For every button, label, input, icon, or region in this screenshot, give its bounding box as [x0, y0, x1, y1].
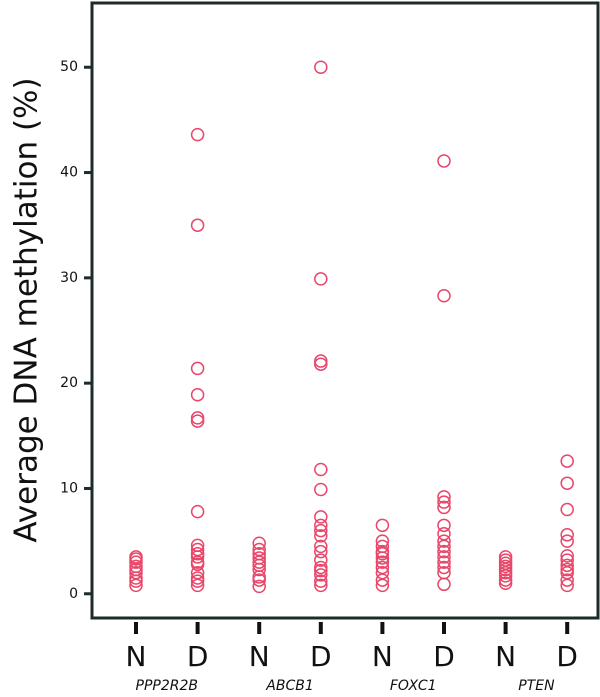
data-point [314, 574, 328, 588]
group-label: ABCB1 [265, 678, 313, 694]
data-point [560, 558, 574, 573]
data-point [498, 576, 513, 590]
data-point [498, 565, 513, 580]
data-point [314, 563, 328, 578]
data-point [314, 523, 328, 538]
data-point [437, 577, 451, 592]
data-point [560, 502, 574, 517]
data-point [252, 562, 266, 577]
data-point [498, 573, 513, 587]
y-tick-label: 10 [60, 480, 78, 496]
x-tick-label: D [433, 640, 455, 673]
data-point [190, 411, 205, 425]
data-point [190, 504, 205, 519]
x-tick-label: D [310, 640, 332, 673]
x-tick-label: D [187, 640, 209, 673]
data-point [314, 60, 328, 74]
x-tick-label: N [126, 640, 147, 673]
data-point [375, 578, 390, 593]
data-point [252, 536, 266, 550]
y-tick-label: 20 [60, 375, 78, 391]
data-point [560, 534, 574, 548]
data-point [437, 539, 451, 554]
y-tick-label: 0 [69, 586, 78, 602]
data-point [314, 539, 328, 554]
data-point [498, 569, 513, 583]
data-point [190, 574, 205, 588]
data-point [314, 560, 328, 575]
data-point [190, 547, 205, 561]
data-point [314, 462, 328, 477]
data-point [190, 578, 205, 593]
data-point [314, 544, 328, 559]
data-point [437, 490, 451, 504]
x-tick-label: N [249, 640, 270, 673]
data-point [252, 573, 266, 587]
data-point [190, 387, 205, 402]
data-point [190, 414, 205, 428]
data-point [129, 565, 143, 580]
data-point [375, 518, 390, 533]
data-point [437, 518, 451, 533]
data-point [314, 357, 328, 371]
data-point [437, 289, 451, 303]
data-point [314, 578, 328, 593]
data-point [437, 534, 451, 548]
data-point [437, 560, 451, 575]
plot-frame [90, 1, 600, 620]
data-point [560, 549, 574, 563]
x-tick-label: D [556, 640, 578, 673]
y-axis-label: Average DNA methylation (%) [9, 77, 45, 542]
group-label: FOXC1 [390, 678, 437, 694]
data-point [314, 510, 328, 524]
data-point [560, 562, 574, 577]
data-point [190, 361, 205, 376]
y-tick-label: 30 [60, 270, 78, 286]
y-tick-label: 40 [60, 165, 78, 181]
data-point [437, 550, 451, 564]
data-point [560, 454, 574, 468]
data-point [560, 578, 574, 593]
data-point [190, 218, 205, 232]
x-tick-label: N [372, 640, 393, 673]
data-point [129, 550, 143, 564]
data-point [437, 544, 451, 559]
data-point [437, 154, 451, 168]
data-point [190, 557, 205, 572]
data-point [560, 528, 574, 542]
data-point [314, 568, 328, 582]
data-point [314, 529, 328, 543]
data-point [560, 476, 574, 490]
data-point [314, 272, 328, 286]
data-point [252, 555, 266, 569]
y-tick-label: 50 [60, 59, 78, 75]
x-tick-label: N [495, 640, 516, 673]
data-point [190, 127, 205, 142]
data-point [314, 553, 328, 567]
data-point [437, 495, 451, 509]
data-point [437, 500, 451, 515]
data-point [375, 573, 390, 587]
data-point [252, 570, 266, 584]
data-point [129, 559, 143, 574]
data-point [375, 555, 390, 569]
data-point [498, 559, 513, 574]
data-point [252, 579, 266, 594]
data-point [560, 573, 574, 587]
data-point [190, 550, 205, 564]
data-point [437, 555, 451, 569]
data-point [129, 555, 143, 569]
data-point [498, 562, 513, 577]
group-label: PPP2R2B [136, 678, 198, 694]
data-point [314, 354, 328, 368]
data-point [375, 551, 390, 565]
data-point [190, 571, 205, 585]
group-label: PTEN [518, 678, 555, 694]
data-point [314, 482, 328, 497]
data-point [314, 518, 328, 533]
data-point [375, 547, 390, 561]
